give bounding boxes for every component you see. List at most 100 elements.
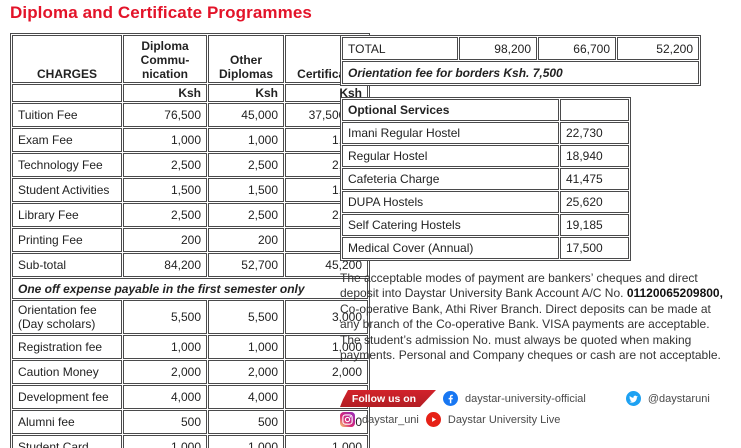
fee-label: Technology Fee — [12, 153, 122, 177]
fee-label: Registration fee — [12, 335, 122, 359]
instagram-icon[interactable] — [340, 412, 355, 427]
table-row: Printing Fee 200 200 200 — [12, 228, 368, 252]
optional-services-table: Optional Services Imani Regular Hostel 2… — [340, 97, 631, 261]
fee-value: 2,500 — [208, 153, 284, 177]
fee-label: Student Card — [12, 435, 122, 448]
optional-services-header: Optional Services — [342, 99, 559, 121]
fee-value: 45,200 — [285, 253, 368, 277]
fee-value: 1,000 — [123, 128, 207, 152]
payment-modes-paragraph: The acceptable modes of payment are bank… — [340, 271, 732, 363]
fee-label: Alumni fee — [12, 410, 122, 434]
fee-value: 1,000 — [208, 435, 284, 448]
table-row: Tuition Fee 76,500 45,000 37,500.00 — [12, 103, 368, 127]
optional-header-empty — [560, 99, 629, 121]
fee-value: 500 — [208, 410, 284, 434]
unit-empty — [12, 84, 122, 102]
fee-value: 2,000 — [208, 360, 284, 384]
follow-us-ribbon: Follow us on — [340, 390, 436, 407]
table-row: Imani Regular Hostel 22,730 — [342, 122, 629, 144]
facebook-icon[interactable] — [443, 391, 458, 406]
payment-text-before: The acceptable modes of payment are bank… — [340, 271, 698, 301]
header-other-diplomas: Other Diplomas — [208, 35, 284, 83]
social-row-2: daystar_uni Daystar University Live — [340, 412, 735, 427]
unit-row: Ksh Ksh Ksh — [12, 84, 368, 102]
one-off-header-row: One off expense payable in the first sem… — [12, 278, 368, 299]
fee-value: 1,000 — [123, 335, 207, 359]
fee-value: 1,000 — [208, 335, 284, 359]
fee-value: 3,000 — [285, 300, 368, 334]
table-row: Exam Fee 1,000 1,000 1,000 — [12, 128, 368, 152]
facebook-handle[interactable]: daystar-university-official — [465, 392, 586, 405]
total-table: TOTAL 98,200 66,700 52,200 Orientation f… — [340, 35, 701, 86]
orientation-borders-note: Orientation fee for borders Ksh. 7,500 — [342, 61, 699, 84]
fee-value: 4,000 — [123, 385, 207, 409]
service-value: 19,185 — [560, 214, 629, 236]
fee-value: 1,000 — [208, 128, 284, 152]
service-value: 41,475 — [560, 168, 629, 190]
page-title: Diploma and Certificate Programmes — [10, 3, 312, 22]
table-header-row: CHARGES Diploma Commu-nication Other Dip… — [12, 35, 368, 83]
table-row: DUPA Hostels 25,620 — [342, 191, 629, 213]
fee-value: 84,200 — [123, 253, 207, 277]
fee-value: 5,500 — [123, 300, 207, 334]
service-value: 22,730 — [560, 122, 629, 144]
fee-value: 5,500 — [208, 300, 284, 334]
optional-header-row: Optional Services — [342, 99, 629, 121]
fee-value: 200 — [123, 228, 207, 252]
twitter-handle[interactable]: @daystaruni — [647, 392, 710, 405]
youtube-handle[interactable]: Daystar University Live — [447, 413, 561, 426]
one-off-header: One off expense payable in the first sem… — [12, 278, 368, 299]
service-value: 18,940 — [560, 145, 629, 167]
table-row: Development fee 4,000 4,000 0 — [12, 385, 368, 409]
table-row: Orientation fee (Day scholars) 5,500 5,5… — [12, 300, 368, 334]
bank-account-number: 01120065209800, — [626, 286, 723, 301]
fee-value: 500 — [123, 410, 207, 434]
fee-value: 2,000 — [285, 360, 368, 384]
payment-text-after: Co-operative Bank, Athi River Branch. Di… — [340, 301, 721, 363]
total-value: 52,200 — [617, 37, 699, 60]
fee-label: Library Fee — [12, 203, 122, 227]
table-row: Regular Hostel 18,940 — [342, 145, 629, 167]
charges-table: CHARGES Diploma Commu-nication Other Dip… — [10, 33, 370, 448]
table-row: Library Fee 2,500 2,500 2,500 — [12, 203, 368, 227]
fee-value: 76,500 — [123, 103, 207, 127]
subtotal-row: Sub-total 84,200 52,700 45,200 — [12, 253, 368, 277]
service-value: 17,500 — [560, 237, 629, 259]
table-row: Alumni fee 500 500 0 — [12, 410, 368, 434]
service-label: Self Catering Hostels — [342, 214, 559, 236]
table-row: Medical Cover (Annual) 17,500 — [342, 237, 629, 259]
total-label: TOTAL — [342, 37, 458, 60]
fee-value: 1,000 — [285, 335, 368, 359]
fee-value: 2,500 — [208, 203, 284, 227]
service-label: Imani Regular Hostel — [342, 122, 559, 144]
youtube-icon[interactable] — [425, 412, 441, 427]
instagram-handle[interactable]: daystar_uni — [362, 413, 419, 426]
table-row: Cafeteria Charge 41,475 — [342, 168, 629, 190]
social-footer: Follow us on daystar-university-official… — [340, 390, 735, 432]
fee-label: Exam Fee — [12, 128, 122, 152]
fee-value: 200 — [208, 228, 284, 252]
fee-label: Tuition Fee — [12, 103, 122, 127]
table-row: Self Catering Hostels 19,185 — [342, 214, 629, 236]
fee-value: 2,500 — [123, 153, 207, 177]
fee-value: 1,500 — [123, 178, 207, 202]
total-row: TOTAL 98,200 66,700 52,200 — [342, 37, 699, 60]
twitter-icon[interactable] — [625, 391, 641, 406]
table-row: Student Activities 1,500 1,500 1,500 — [12, 178, 368, 202]
header-charges: CHARGES — [12, 35, 122, 83]
table-row: Technology Fee 2,500 2,500 2,500 — [12, 153, 368, 177]
fee-value: 45,000 — [208, 103, 284, 127]
table-row: Registration fee 1,000 1,000 1,000 — [12, 335, 368, 359]
unit-ksh-2: Ksh — [208, 84, 284, 102]
fee-value: 1,000 — [123, 435, 207, 448]
fee-value: 2,000 — [123, 360, 207, 384]
orientation-note-row: Orientation fee for borders Ksh. 7,500 — [342, 61, 699, 84]
fee-label: Student Activities — [12, 178, 122, 202]
social-row-1: Follow us on daystar-university-official… — [340, 390, 735, 407]
fee-value: 4,000 — [208, 385, 284, 409]
header-diploma-communication: Diploma Commu-nication — [123, 35, 207, 83]
service-value: 25,620 — [560, 191, 629, 213]
follow-us-label: Follow us on — [351, 392, 417, 405]
unit-ksh-1: Ksh — [123, 84, 207, 102]
